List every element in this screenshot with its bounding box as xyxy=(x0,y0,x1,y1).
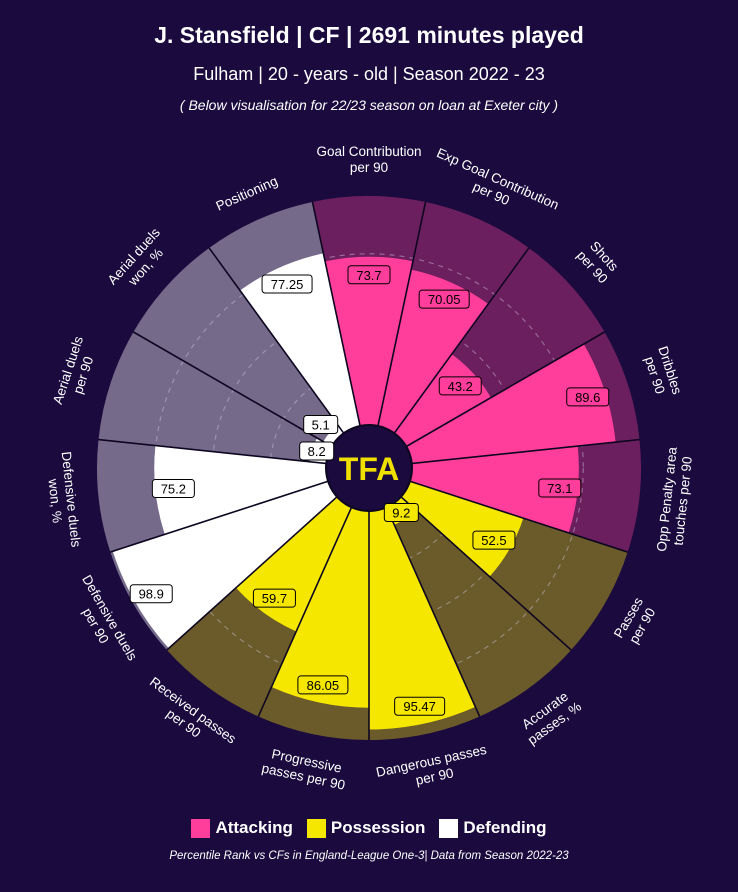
value-label-shots-per-90: 43.2 xyxy=(438,376,482,396)
value-wedge-progressive-passes-per-90 xyxy=(271,505,369,708)
svg-text:98.9: 98.9 xyxy=(139,587,164,602)
svg-text:95.47: 95.47 xyxy=(403,699,436,714)
value-wedge-dangerous-passes-per-90 xyxy=(369,505,476,730)
value-wedge-goal-contribution-per-90 xyxy=(325,256,413,428)
separator-line xyxy=(166,494,340,651)
bg-wedge-aerial-duels-per-90 xyxy=(98,332,334,464)
value-label-aerial-duels-won: 5.1 xyxy=(303,415,339,435)
legend: Attacking Possession Defending xyxy=(0,818,738,838)
separator-line xyxy=(110,479,331,553)
legend-swatch-possession xyxy=(306,818,326,838)
svg-text:77.25: 77.25 xyxy=(271,277,304,292)
separator-line xyxy=(257,505,354,717)
value-label-positioning: 77.25 xyxy=(261,274,313,294)
separator-line xyxy=(407,479,628,553)
svg-text:Goal Contribution: Goal Contribution xyxy=(316,144,421,159)
svg-text:5.1: 5.1 xyxy=(312,418,330,433)
chart-title: J. Stansfield | CF | 2691 minutes played xyxy=(154,22,584,48)
separator-line xyxy=(311,201,362,429)
value-label-dangerous-passes-per-90: 95.47 xyxy=(394,696,446,716)
value-label-goal-contribution-per-90: 73.7 xyxy=(347,265,391,285)
separator-line xyxy=(133,331,334,449)
svg-text:59.7: 59.7 xyxy=(262,591,287,606)
legend-swatch-defending xyxy=(439,818,459,838)
svg-text:73.7: 73.7 xyxy=(356,268,381,283)
value-label-passes-per-90: 52.5 xyxy=(472,530,516,550)
value-wedge-defensive-duels-per-90 xyxy=(112,480,339,649)
value-label-defensive-duels-won: 75.2 xyxy=(151,479,195,499)
separator-line xyxy=(98,438,329,465)
bg-wedge-aerial-duels-won xyxy=(133,247,345,448)
svg-text:8.2: 8.2 xyxy=(308,444,326,459)
separator-line xyxy=(409,438,640,465)
separator-line xyxy=(398,494,572,651)
legend-label-attacking: Attacking xyxy=(215,818,293,837)
value-label-progressive-passes-per-90: 86.05 xyxy=(297,675,349,695)
category-label-positioning: Positioning xyxy=(214,173,280,214)
legend-item-defending: Defending xyxy=(439,818,547,838)
value-label-dribbles-per-90: 89.6 xyxy=(566,387,610,407)
svg-text:43.2: 43.2 xyxy=(448,379,473,394)
logo-text: TFA xyxy=(339,451,399,487)
value-wedge-exp-goal-contribution-per-90 xyxy=(377,269,489,435)
value-label-accurate-passes: 9.2 xyxy=(383,502,419,522)
svg-text:won, %: won, % xyxy=(45,477,65,524)
value-label-exp-goal-contribution-per-90: 70.05 xyxy=(418,289,470,309)
logo-circle xyxy=(325,424,413,512)
svg-text:per 90: per 90 xyxy=(350,160,388,175)
bg-wedge-accurate-passes xyxy=(385,495,572,717)
legend-item-possession: Possession xyxy=(306,818,426,838)
svg-text:89.6: 89.6 xyxy=(575,390,600,405)
svg-text:Positioning: Positioning xyxy=(214,173,280,214)
value-wedge-opp-penalty-area-touches-per-90 xyxy=(407,446,579,533)
value-label-opp-penalty-area-touches-per-90: 73.1 xyxy=(538,478,582,498)
legend-label-possession: Possession xyxy=(330,818,426,837)
value-label-aerial-duels-per-90: 8.2 xyxy=(299,441,335,461)
value-label-received-passes-per-90: 59.7 xyxy=(252,588,296,608)
value-wedge-dribbles-per-90 xyxy=(404,344,616,464)
legend-label-defending: Defending xyxy=(463,818,547,837)
separator-line xyxy=(384,505,481,717)
value-wedge-positioning xyxy=(240,253,361,435)
legend-swatch-attacking xyxy=(191,818,211,838)
value-wedge-defensive-duels-won xyxy=(154,445,331,535)
value-wedge-passes-per-90 xyxy=(399,480,524,577)
separator-line xyxy=(208,247,346,436)
legend-item-attacking: Attacking xyxy=(191,818,293,838)
svg-text:52.5: 52.5 xyxy=(481,533,506,548)
separator-line xyxy=(392,247,530,436)
svg-text:9.2: 9.2 xyxy=(392,505,410,520)
separator-line xyxy=(376,201,427,429)
separator-line xyxy=(404,331,605,449)
svg-text:70.05: 70.05 xyxy=(428,292,461,307)
svg-text:86.05: 86.05 xyxy=(307,678,340,693)
footer-note: Percentile Rank vs CFs in England-League… xyxy=(169,850,569,862)
chart-note: ( Below visualisation for 22/23 season o… xyxy=(179,97,559,113)
chart-subtitle: Fulham | 20 - years - old | Season 2022 … xyxy=(193,64,545,84)
svg-text:75.2: 75.2 xyxy=(161,482,186,497)
value-label-defensive-duels-per-90: 98.9 xyxy=(129,584,173,604)
svg-text:73.1: 73.1 xyxy=(547,481,572,496)
